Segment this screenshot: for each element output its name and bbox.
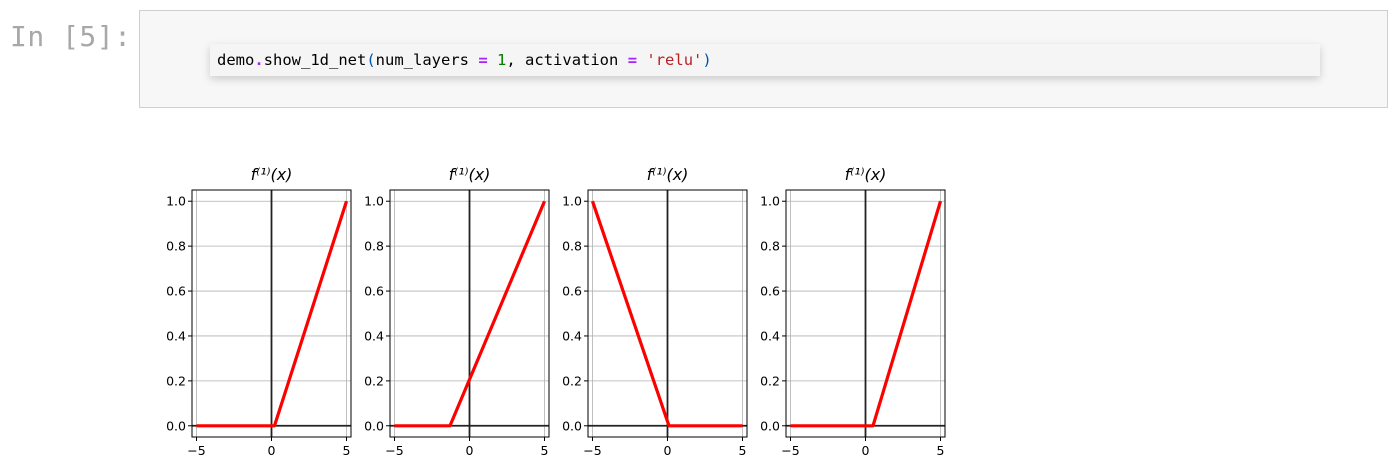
y-tick-label-4: 0.8: [562, 239, 582, 254]
x-tick-label-0: −5: [187, 443, 205, 458]
y-tick-label-4: 0.8: [760, 239, 780, 254]
y-tick-label-0: 0.0: [364, 418, 384, 433]
code-equals-1: =: [478, 51, 488, 69]
y-tick-label-5: 1.0: [364, 194, 384, 209]
series-line-1: [394, 200, 546, 428]
subplot-title: f⁽¹⁾(x): [845, 165, 887, 184]
y-tick-label-1: 0.2: [166, 373, 186, 388]
x-tick-label-0: −5: [385, 443, 403, 458]
y-tick-label-2: 0.4: [760, 328, 780, 343]
code-arg1-name: num_layers: [375, 51, 479, 69]
y-tick-label-0: 0.0: [166, 418, 186, 433]
y-tick-label-4: 0.8: [364, 239, 384, 254]
y-tick-label-1: 0.2: [760, 373, 780, 388]
series-line-1: [590, 200, 743, 428]
y-tick-label-2: 0.4: [166, 328, 186, 343]
code-arg2-name: activation: [525, 51, 628, 69]
y-tick-label-3: 0.6: [166, 284, 186, 299]
code-close-paren: ): [702, 51, 712, 69]
y-tick-label-2: 0.4: [364, 328, 384, 343]
subplot-4: −5 0 5 0.0 0.2 0.4 0.6 0.8 1.0 f⁽¹⁾(x): [760, 165, 946, 458]
series-line-1: [790, 200, 943, 428]
input-prompt: In [5]:: [10, 20, 132, 53]
subplot-2: −5 0 5 0.0 0.2 0.4 0.6 0.8 1.0 f⁽¹⁾(x): [364, 165, 550, 458]
y-tick-label-2: 0.4: [562, 328, 582, 343]
code-arg1-value: 1: [497, 51, 507, 69]
y-tick-label-0: 0.0: [760, 418, 780, 433]
y-tick-label-3: 0.6: [364, 284, 384, 299]
code-cell-input[interactable]: demo.show_1d_net(num_layers = 1, activat…: [139, 10, 1388, 108]
code-function: show_1d_net: [263, 51, 367, 69]
y-tick-label-0: 0.0: [562, 418, 582, 433]
x-tick-label-0: −5: [781, 443, 799, 458]
subplot-title: f⁽¹⁾(x): [647, 165, 689, 184]
x-tick-label-0: −5: [583, 443, 601, 458]
x-tick-label-2: 5: [343, 443, 351, 458]
y-tick-label-4: 0.8: [166, 239, 186, 254]
x-tick-label-2: 5: [739, 443, 747, 458]
subplot-1: −5 0 5 0.0 0.2 0.4 0.6 0.8 1.0 f⁽¹⁾(x): [166, 165, 352, 458]
x-tick-label-1: 0: [664, 443, 672, 458]
subplot-title: f⁽¹⁾(x): [251, 165, 293, 184]
y-tick-label-5: 1.0: [562, 194, 582, 209]
y-tick-label-1: 0.2: [364, 373, 384, 388]
code-arg2-value: 'relu': [646, 51, 703, 69]
y-tick-label-3: 0.6: [760, 284, 780, 299]
x-tick-label-1: 0: [466, 443, 474, 458]
x-tick-label-1: 0: [268, 443, 276, 458]
x-tick-label-1: 0: [862, 443, 870, 458]
y-tick-label-5: 1.0: [166, 194, 186, 209]
subplot-title: f⁽¹⁾(x): [449, 165, 491, 184]
code-equals-2: =: [627, 51, 638, 69]
y-tick-label-1: 0.2: [562, 373, 582, 388]
code-editor-line[interactable]: demo.show_1d_net(num_layers = 1, activat…: [210, 44, 1320, 76]
y-tick-label-5: 1.0: [760, 194, 780, 209]
code-object: demo: [217, 51, 255, 69]
x-tick-label-2: 5: [937, 443, 945, 458]
subplot-3: −5 0 5 0.0 0.2 0.4 0.6 0.8 1.0 f⁽¹⁾(x): [562, 165, 748, 458]
code-cell-output: −5 0 5 0.0 0.2 0.4 0.6 0.8 1.0 f⁽¹⁾(x) −5 0 5 0.0 0.2 0…: [139, 112, 1388, 472]
series-line-1: [196, 200, 349, 428]
code-comma: ,: [506, 51, 526, 69]
code-open-paren: (: [366, 51, 376, 69]
y-tick-label-3: 0.6: [562, 284, 582, 299]
x-tick-label-2: 5: [541, 443, 549, 458]
output-figure: −5 0 5 0.0 0.2 0.4 0.6 0.8 1.0 f⁽¹⁾(x) −5 0 5 0.0 0.2 0…: [166, 165, 946, 458]
code-dot: .: [254, 51, 264, 69]
